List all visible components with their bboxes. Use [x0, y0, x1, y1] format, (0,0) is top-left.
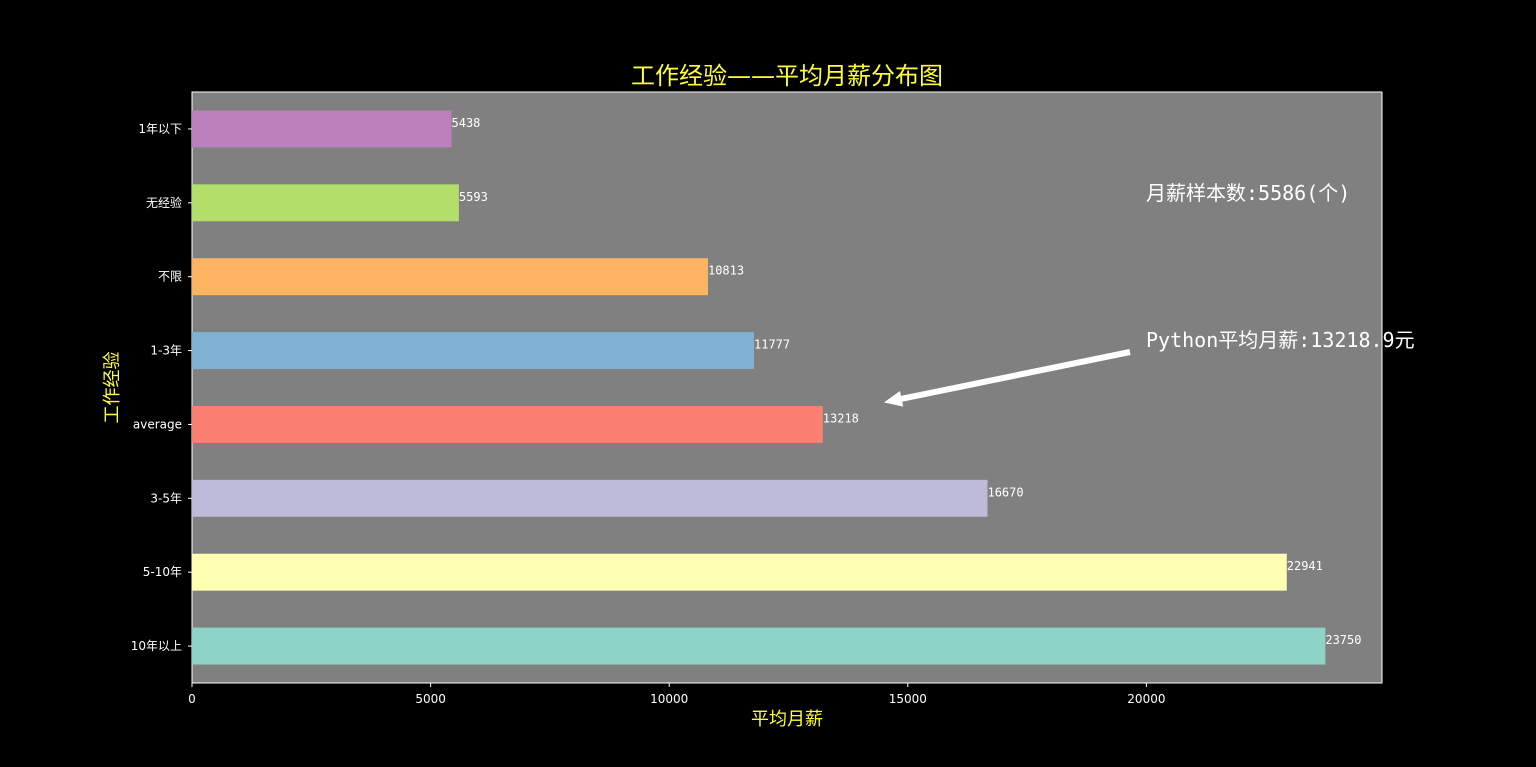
y-axis-label: 工作经验: [102, 352, 123, 424]
x-tick-label-1: 5000: [415, 692, 446, 706]
value-label-5: 16670: [987, 485, 1023, 499]
value-label-1: 5593: [459, 190, 488, 204]
y-tick-label-3: 1-3年: [150, 344, 182, 358]
x-tick-label-4: 20000: [1127, 692, 1165, 706]
y-tick-label-0: 1年以下: [138, 122, 182, 136]
arrow-shaft: [900, 349, 1131, 402]
y-tick-label-4: average: [133, 417, 182, 431]
bar-0: [192, 110, 452, 148]
bar-6: [192, 553, 1287, 591]
bar-4: [192, 405, 823, 443]
x-tick-label-2: 10000: [650, 692, 688, 706]
y-tick-label-5: 3-5年: [150, 491, 182, 505]
y-tick-label-2: 不限: [158, 270, 182, 284]
bar-1: [192, 184, 459, 222]
bar-5: [192, 479, 988, 517]
value-label-7: 23750: [1325, 633, 1361, 647]
x-axis-label: 平均月薪: [751, 709, 823, 730]
y-tick-label-6: 5-10年: [143, 565, 182, 579]
value-label-3: 11777: [754, 338, 790, 352]
value-label-0: 5438: [452, 116, 481, 130]
bar-7: [192, 627, 1326, 665]
chart-title: 工作经验——平均月薪分布图: [631, 62, 943, 90]
value-label-2: 10813: [708, 264, 744, 278]
average-salary-annotation: Python平均月薪:13218.9元: [1146, 328, 1415, 352]
y-tick-label-1: 无经验: [146, 195, 182, 210]
value-label-6: 22941: [1287, 559, 1323, 573]
sample-count-annotation: 月薪样本数:5586(个): [1146, 181, 1350, 205]
x-tick-label-0: 0: [188, 692, 196, 706]
annotation-arrow: [883, 349, 1131, 407]
x-tick-label-3: 15000: [889, 692, 927, 706]
value-labels-group: 5438 5593 10813 11777 13218 16670 22941 23750: [452, 116, 1362, 647]
y-tick-label-7: 10年以上: [131, 639, 182, 653]
x-axis-ticks: 0 5000 10000 15000 20000: [188, 683, 1165, 706]
arrow-head: [883, 390, 904, 407]
bars-group: [192, 110, 1326, 665]
value-label-4: 13218: [823, 411, 859, 425]
bar-3: [192, 332, 755, 370]
bar-2: [192, 258, 708, 296]
